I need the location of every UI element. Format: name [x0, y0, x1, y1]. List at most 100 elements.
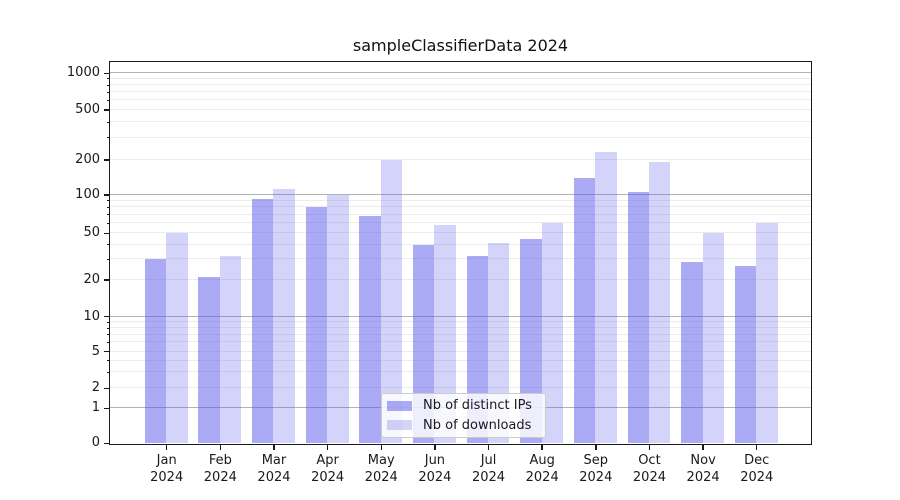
- y-gridline-minor: [109, 91, 811, 93]
- y-tick-mark-minor: [106, 137, 110, 139]
- x-tick-label: Sep 2024: [579, 453, 613, 485]
- legend-swatch-distinct-ips: [387, 400, 412, 411]
- y-gridline-minor: [109, 279, 811, 280]
- bar-downloads: [273, 188, 295, 443]
- bar-downloads: [166, 232, 188, 443]
- y-gridline-minor: [109, 213, 811, 215]
- y-gridline-minor: [109, 99, 811, 101]
- x-tick-label: May 2024: [364, 453, 398, 485]
- x-tick-label: Mar 2024: [257, 453, 291, 485]
- y-tick-mark-minor: [106, 334, 110, 336]
- x-tick-label: Jul 2024: [471, 453, 506, 485]
- y-tick-label: 10: [83, 308, 100, 324]
- x-tick-mark: [648, 445, 651, 450]
- x-tick-label: Nov 2024: [686, 453, 720, 485]
- y-tick-mark-minor: [106, 222, 110, 224]
- y-gridline-minor: [109, 350, 811, 352]
- bar-distinct-ips: [681, 262, 703, 443]
- legend-item-distinct-ips: Nb of distinct IPs: [387, 398, 545, 413]
- x-tick-mark: [434, 445, 436, 450]
- legend-item-downloads: Nb of downloads: [387, 418, 545, 433]
- bar-distinct-ips: [573, 178, 596, 443]
- x-tick-mark: [326, 445, 329, 450]
- y-tick-mark: [104, 72, 110, 75]
- y-gridline-minor: [109, 359, 811, 361]
- y-gridline-minor: [109, 84, 811, 86]
- y-tick-mark-minor: [106, 109, 110, 111]
- y-gridline-major: [109, 194, 811, 195]
- y-gridline-major: [109, 72, 811, 74]
- y-tick-mark-minor: [106, 371, 110, 373]
- y-tick-mark-minor: [106, 327, 110, 329]
- x-tick-label: Jan 2024: [150, 453, 184, 485]
- y-tick-mark: [104, 407, 110, 410]
- x-tick-mark: [541, 445, 543, 450]
- y-tick-label: 1000: [66, 65, 100, 81]
- y-tick-mark: [104, 315, 110, 318]
- y-tick-mark-minor: [106, 232, 110, 234]
- x-tick-mark: [702, 445, 704, 450]
- bar-distinct-ips: [252, 198, 274, 443]
- y-tick-mark: [104, 194, 110, 196]
- bar-distinct-ips: [627, 192, 649, 443]
- y-gridline-minor: [109, 333, 811, 335]
- chart-title: sampleClassifierData 2024: [352, 36, 569, 55]
- y-gridline-minor: [109, 199, 811, 201]
- bar-downloads: [219, 255, 242, 443]
- y-tick-mark: [104, 442, 110, 445]
- y-tick-mark-minor: [106, 342, 110, 343]
- bar-downloads: [327, 194, 349, 443]
- bar-downloads: [434, 224, 456, 443]
- y-gridline-minor: [109, 159, 811, 160]
- y-tick-mark-minor: [106, 78, 110, 80]
- x-tick-mark: [273, 445, 275, 450]
- y-gridline-minor: [109, 371, 811, 373]
- y-gridline-major: [109, 315, 811, 317]
- legend-swatch-downloads: [387, 420, 412, 431]
- y-tick-mark-minor: [106, 214, 110, 216]
- y-tick-mark-minor: [106, 206, 110, 208]
- bar-distinct-ips: [305, 206, 328, 443]
- y-gridline-minor: [109, 136, 811, 138]
- x-tick-mark: [595, 445, 597, 450]
- bar-distinct-ips: [144, 258, 167, 443]
- x-tick-label: Aug 2024: [525, 453, 559, 485]
- bar-downloads: [702, 232, 724, 443]
- bar-downloads: [756, 222, 778, 443]
- y-gridline-minor: [109, 206, 811, 208]
- y-tick-mark-minor: [106, 200, 110, 202]
- y-tick-mark-minor: [106, 360, 110, 361]
- y-gridline-minor: [109, 341, 811, 343]
- legend-label-downloads: Nb of downloads: [423, 417, 532, 433]
- plot-area: [108, 60, 812, 445]
- x-tick-label: Jun 2024: [418, 453, 452, 485]
- bar-downloads: [380, 159, 403, 443]
- y-tick-mark-minor: [106, 159, 110, 161]
- y-tick-label: 200: [75, 152, 100, 167]
- bar-distinct-ips: [198, 277, 220, 443]
- y-gridline-minor: [109, 121, 811, 123]
- y-tick-mark-minor: [106, 279, 110, 281]
- bar-distinct-ips: [359, 215, 381, 443]
- y-tick-mark-minor: [106, 387, 110, 389]
- legend: Nb of distinct IPs Nb of downloads: [381, 393, 546, 438]
- x-tick-mark: [755, 445, 758, 450]
- bar-downloads: [595, 151, 617, 443]
- y-tick-label: 1: [91, 400, 100, 416]
- x-tick-mark: [165, 445, 168, 450]
- y-gridline-minor: [109, 258, 811, 260]
- y-gridline-minor: [109, 321, 811, 323]
- y-tick-label: 20: [83, 272, 100, 287]
- y-tick-mark-minor: [106, 244, 110, 246]
- y-tick-label: 500: [75, 102, 100, 117]
- x-tick-mark: [219, 445, 222, 450]
- bar-downloads: [541, 222, 564, 443]
- bar-downloads: [488, 242, 510, 443]
- y-gridline-minor: [109, 326, 811, 328]
- bar-downloads: [648, 162, 671, 443]
- y-tick-label: 5: [91, 343, 100, 359]
- y-gridline-minor: [109, 109, 811, 110]
- y-gridline-minor: [109, 243, 811, 245]
- y-tick-mark-minor: [106, 351, 110, 353]
